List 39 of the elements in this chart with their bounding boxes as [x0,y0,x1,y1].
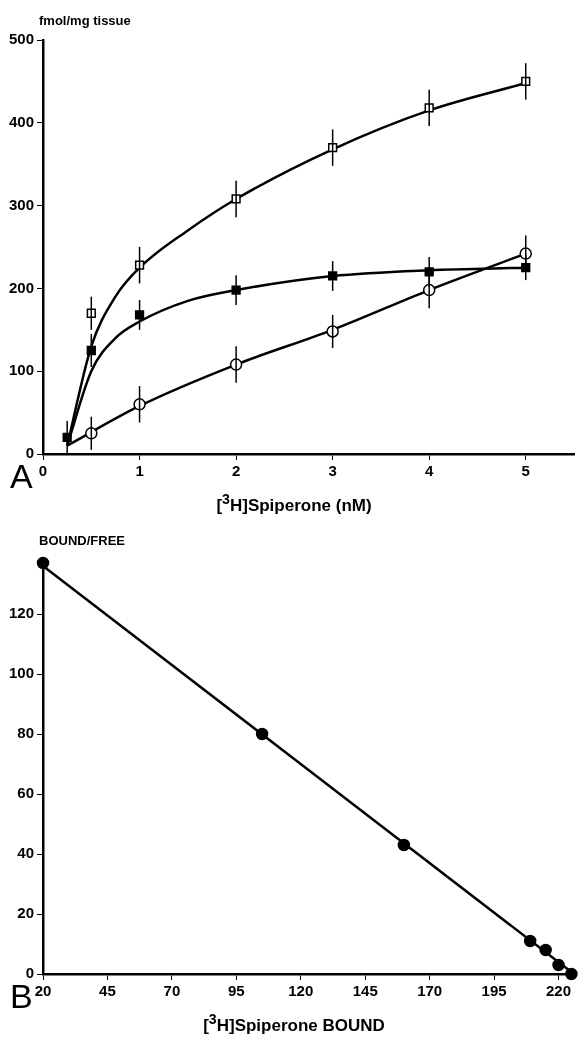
point [523,934,537,948]
x-tick-label: 0 [38,462,48,480]
point [539,943,552,957]
x-tick-label: 70 [163,982,181,1000]
y-tick-label: 400 [9,112,35,130]
point [255,727,269,741]
point [397,838,411,852]
point [231,285,241,295]
x-tick-label: 4 [425,462,435,480]
x-tick-label: 5 [521,462,530,480]
y-tick-label: 120 [9,604,35,622]
y-tick-label: 100 [9,361,35,379]
point [134,310,145,320]
x-tick-label: 2 [231,462,241,480]
x-axis-title: [$^{3}$H]Spiperone (nM) [216,491,372,515]
x-tick-label: 145 [352,982,378,1000]
y-axis-title: fmol/mg tissue [39,13,131,29]
x-tick-label: 195 [481,982,507,1000]
x-tick-label: 45 [99,982,116,1000]
y-tick-label: 300 [9,195,35,213]
x-tick-label: 95 [228,982,245,1000]
point [36,556,50,570]
x-axis-title: [$^{3}$H]Spiperone BOUND [203,1011,385,1035]
y-axis-title: BOUND/FREE [39,533,126,549]
point [552,958,565,972]
y-tick-label: 20 [17,904,35,922]
y-tick-label: 60 [17,784,35,802]
point [328,271,338,281]
x-tick-label: 1 [135,462,144,480]
y-tick-label: 40 [17,844,35,862]
x-tick-label: 3 [328,462,337,480]
x-tick-label: 220 [546,982,572,1000]
x-tick-label: 170 [417,982,443,1000]
y-tick-label: 80 [17,724,35,742]
x-tick-label: 120 [288,982,314,1000]
y-tick-label: 500 [9,30,35,48]
y-tick-label: 200 [9,278,35,296]
y-tick-label: 100 [9,664,35,682]
point [565,967,578,981]
